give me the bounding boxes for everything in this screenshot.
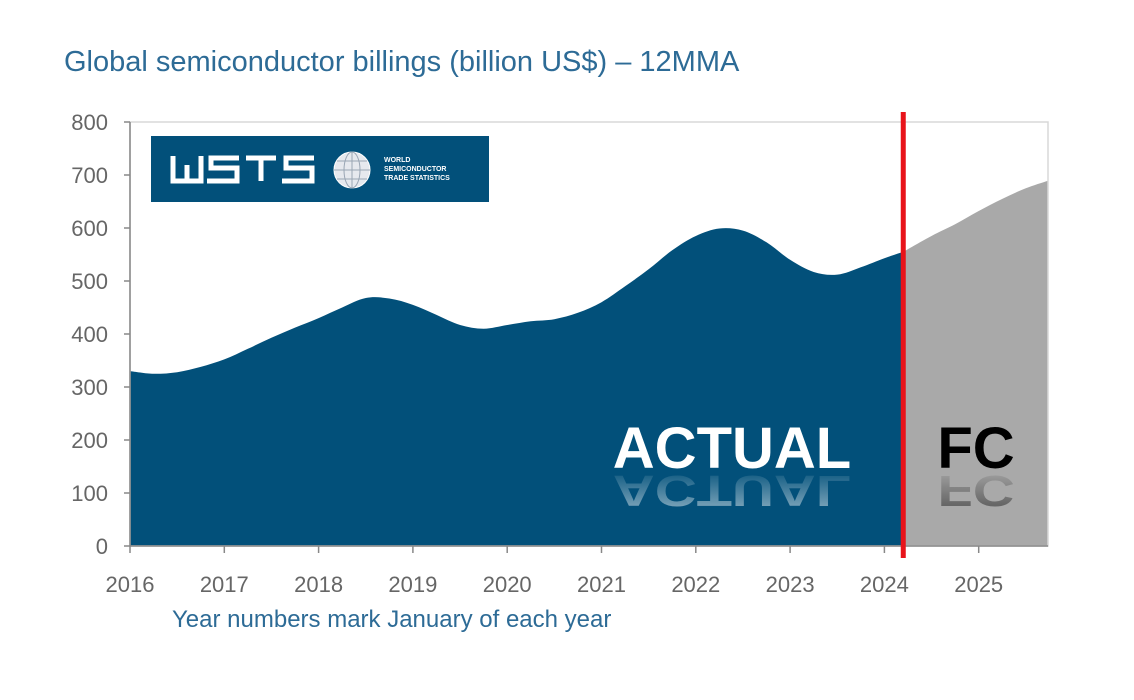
logo-line-1: WORLD bbox=[384, 157, 410, 164]
area-series-actual bbox=[130, 228, 904, 546]
x-tick-label: 2020 bbox=[483, 572, 532, 597]
fc-annotation-reflection: FC bbox=[937, 467, 1014, 515]
globe-icon bbox=[333, 151, 371, 189]
area-series-fc bbox=[903, 180, 1048, 546]
x-tick-label: 2018 bbox=[294, 572, 343, 597]
axis-note: Year numbers mark January of each year bbox=[172, 606, 612, 633]
x-tick-label: 2021 bbox=[577, 572, 626, 597]
y-tick-label: 300 bbox=[71, 375, 108, 400]
x-tick-label: 2016 bbox=[106, 572, 155, 597]
y-tick-label: 0 bbox=[96, 534, 108, 559]
wsts-logo: WORLD SEMICONDUCTOR TRADE STATISTICS bbox=[151, 136, 489, 202]
logo-line-2: SEMICONDUCTOR bbox=[384, 166, 446, 173]
wsts-wordmark bbox=[170, 155, 315, 184]
y-tick-label: 800 bbox=[71, 110, 108, 135]
y-tick-label: 200 bbox=[71, 428, 108, 453]
logo-line-3: TRADE STATISTICS bbox=[384, 175, 450, 182]
chart-title: Global semiconductor billings (billion U… bbox=[64, 46, 740, 78]
x-tick-label: 2023 bbox=[766, 572, 815, 597]
y-tick-label: 100 bbox=[71, 481, 108, 506]
y-tick-label: 600 bbox=[71, 216, 108, 241]
y-tick-label: 500 bbox=[71, 269, 108, 294]
x-tick-label: 2024 bbox=[860, 572, 909, 597]
x-tick-label: 2019 bbox=[388, 572, 437, 597]
y-tick-label: 700 bbox=[71, 163, 108, 188]
fc-annotation: FC bbox=[937, 416, 1014, 481]
y-tick-label: 400 bbox=[71, 322, 108, 347]
actual-annotation-reflection: ACTUAL bbox=[613, 467, 851, 515]
x-tick-label: 2025 bbox=[954, 572, 1003, 597]
x-tick-label: 2017 bbox=[200, 572, 249, 597]
x-tick-label: 2022 bbox=[671, 572, 720, 597]
actual-annotation: ACTUAL bbox=[613, 416, 851, 481]
